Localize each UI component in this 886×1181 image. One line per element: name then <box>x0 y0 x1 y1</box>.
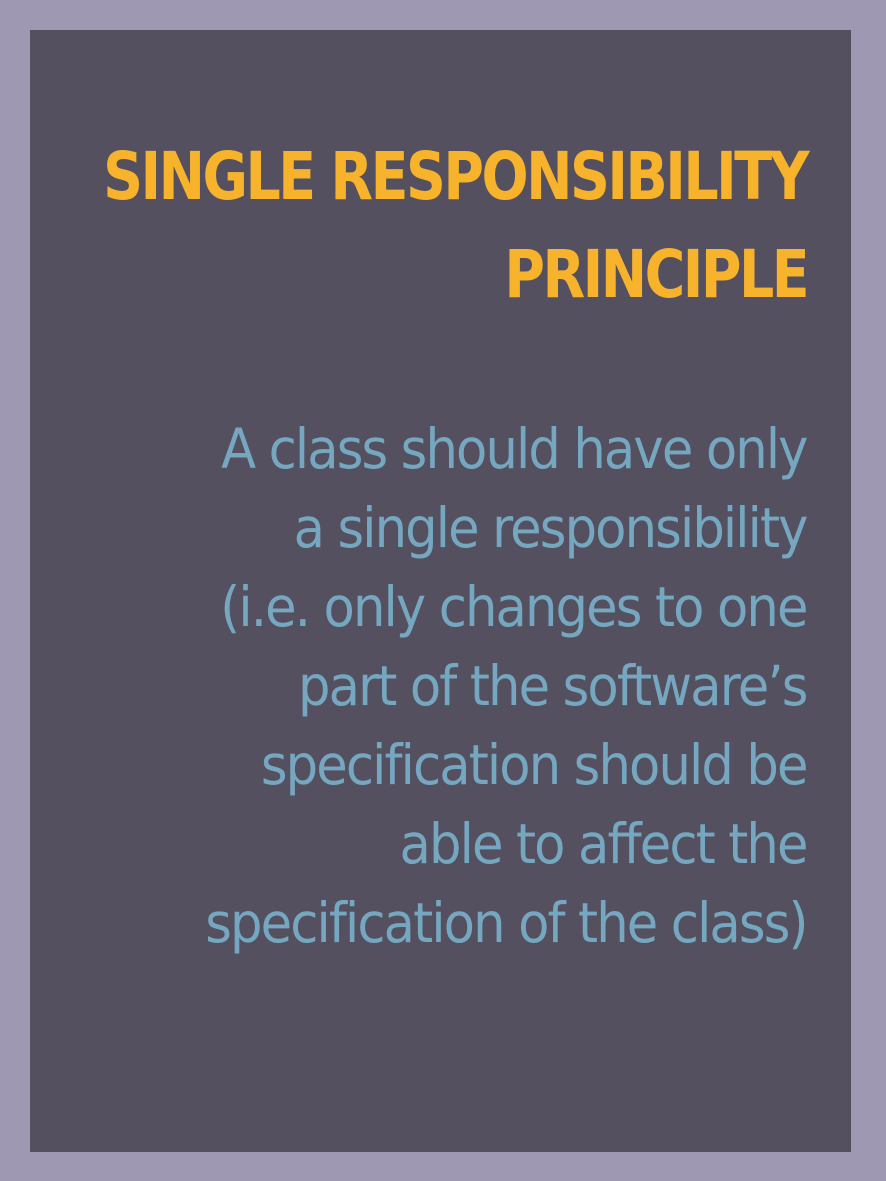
slide-card: SINGLE RESPONSIBILITY PRINCIPLE A class … <box>30 30 851 1152</box>
slide-body-text: A class should have only a single respon… <box>205 410 809 963</box>
body-line: specification of the class) <box>205 891 809 955</box>
body-line: (i.e. only changes to one <box>220 575 809 639</box>
body-line: part of the software’s <box>298 654 808 718</box>
body-line: specification should be <box>261 733 809 797</box>
slide-title-line: PRINCIPLE <box>504 236 809 313</box>
body-line: able to affect the <box>399 812 809 876</box>
body-line: a single responsibility <box>293 496 809 560</box>
body-line: A class should have only <box>221 417 808 481</box>
slide-title-line: SINGLE RESPONSIBILITY <box>102 138 810 215</box>
slide-title: SINGLE RESPONSIBILITY PRINCIPLE <box>102 128 810 324</box>
